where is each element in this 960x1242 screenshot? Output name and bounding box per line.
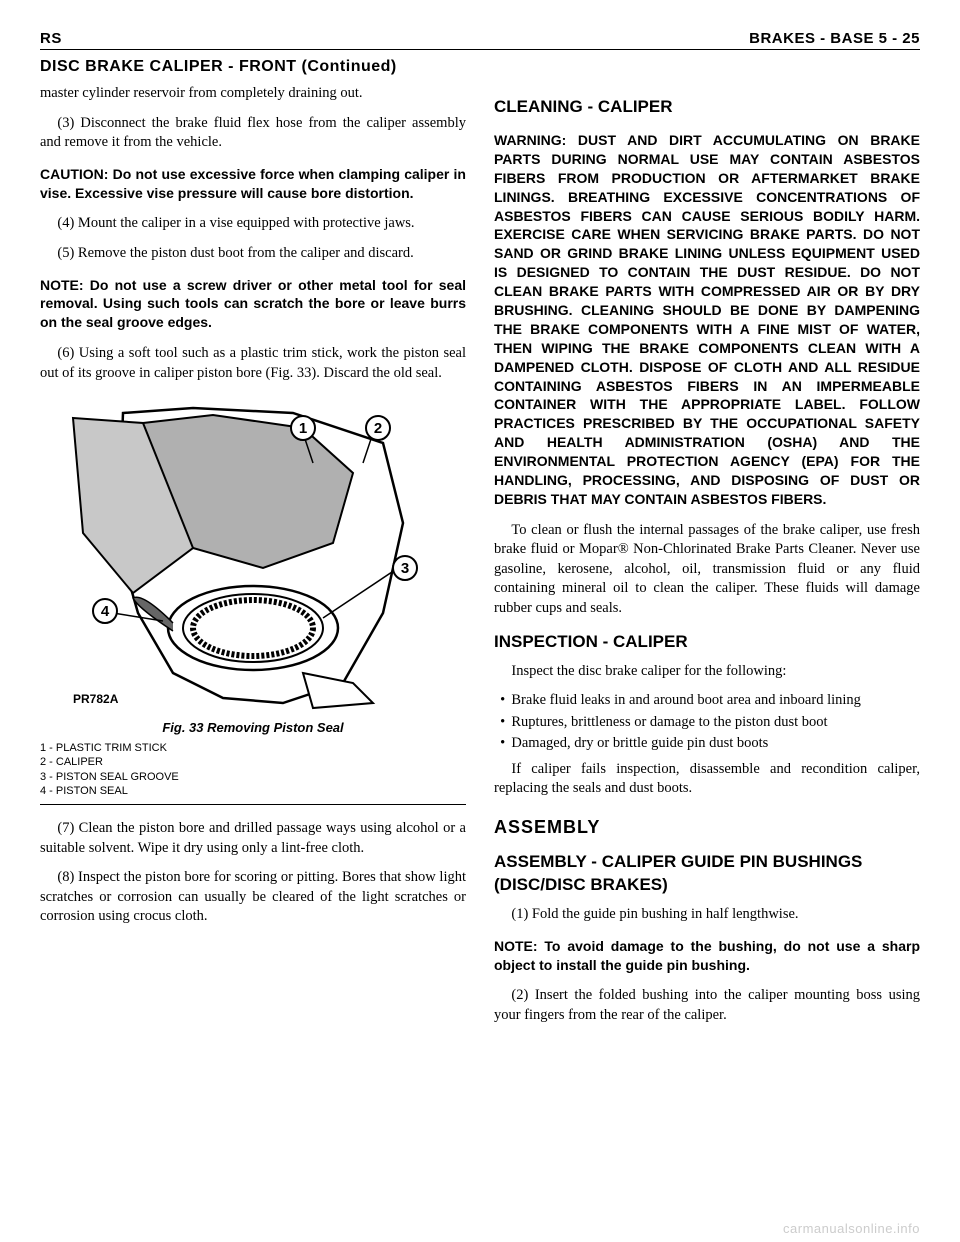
heading-cleaning: CLEANING - CALIPER bbox=[494, 96, 920, 119]
para: master cylinder reservoir from completel… bbox=[40, 84, 466, 104]
bullet-icon: • bbox=[494, 691, 511, 711]
left-column: master cylinder reservoir from completel… bbox=[40, 84, 466, 1036]
note-block: NOTE: Do not use a screw driver or other… bbox=[40, 276, 466, 333]
para: To clean or flush the internal passages … bbox=[494, 521, 920, 619]
legend-item: 2 - CALIPER bbox=[40, 755, 466, 769]
bullet-icon: • bbox=[494, 734, 511, 754]
para: (3) Disconnect the brake fluid flex hose… bbox=[40, 114, 466, 153]
para: (5) Remove the piston dust boot from the… bbox=[40, 244, 466, 264]
para: (2) Insert the folded bushing into the c… bbox=[494, 986, 920, 1025]
para: (4) Mount the caliper in a vise equipped… bbox=[40, 214, 466, 234]
svg-text:4: 4 bbox=[101, 603, 110, 620]
svg-text:1: 1 bbox=[299, 420, 307, 437]
header-left: RS bbox=[40, 30, 62, 47]
figure-caption: Fig. 33 Removing Piston Seal bbox=[40, 719, 466, 737]
bullet-item: • Damaged, dry or brittle guide pin dust… bbox=[494, 734, 920, 754]
content-columns: master cylinder reservoir from completel… bbox=[40, 84, 920, 1036]
svg-text:3: 3 bbox=[401, 560, 409, 577]
para: (8) Inspect the piston bore for scoring … bbox=[40, 868, 466, 927]
bullet-item: • Ruptures, brittleness or damage to the… bbox=[494, 713, 920, 733]
right-column: CLEANING - CALIPER WARNING: DUST AND DIR… bbox=[494, 84, 920, 1036]
figure-legend: 1 - PLASTIC TRIM STICK 2 - CALIPER 3 - P… bbox=[40, 741, 466, 798]
section-continued: DISC BRAKE CALIPER - FRONT (Continued) bbox=[40, 58, 920, 76]
para: If caliper fails inspection, disassemble… bbox=[494, 760, 920, 799]
svg-text:PR782A: PR782A bbox=[73, 692, 119, 706]
para: (6) Using a soft tool such as a plastic … bbox=[40, 344, 466, 383]
figure-33: 1 2 3 4 PR782A Fig. 33 Removing Piston S… bbox=[40, 393, 466, 805]
page-header: RS BRAKES - BASE 5 - 25 bbox=[40, 30, 920, 50]
header-right: BRAKES - BASE 5 - 25 bbox=[749, 30, 920, 47]
legend-item: 1 - PLASTIC TRIM STICK bbox=[40, 741, 466, 755]
heading-assembly: ASSEMBLY bbox=[494, 815, 920, 839]
svg-text:2: 2 bbox=[374, 420, 382, 437]
bullet-icon: • bbox=[494, 713, 511, 733]
heading-assembly-sub: ASSEMBLY - CALIPER GUIDE PIN BUSHINGS (D… bbox=[494, 851, 920, 897]
legend-item: 4 - PISTON SEAL bbox=[40, 784, 466, 798]
para: Inspect the disc brake caliper for the f… bbox=[494, 662, 920, 682]
watermark: carmanualsonline.info bbox=[783, 1221, 920, 1236]
figure-illustration: 1 2 3 4 PR782A bbox=[40, 393, 466, 713]
para: (7) Clean the piston bore and drilled pa… bbox=[40, 819, 466, 858]
heading-inspection: INSPECTION - CALIPER bbox=[494, 631, 920, 654]
note-block: NOTE: To avoid damage to the bushing, do… bbox=[494, 937, 920, 975]
legend-item: 3 - PISTON SEAL GROOVE bbox=[40, 770, 466, 784]
para: (1) Fold the guide pin bushing in half l… bbox=[494, 905, 920, 925]
caution-block: CAUTION: Do not use excessive force when… bbox=[40, 165, 466, 203]
bullet-item: • Brake fluid leaks in and around boot a… bbox=[494, 691, 920, 711]
warning-block: WARNING: DUST AND DIRT ACCUMULATING ON B… bbox=[494, 131, 920, 509]
